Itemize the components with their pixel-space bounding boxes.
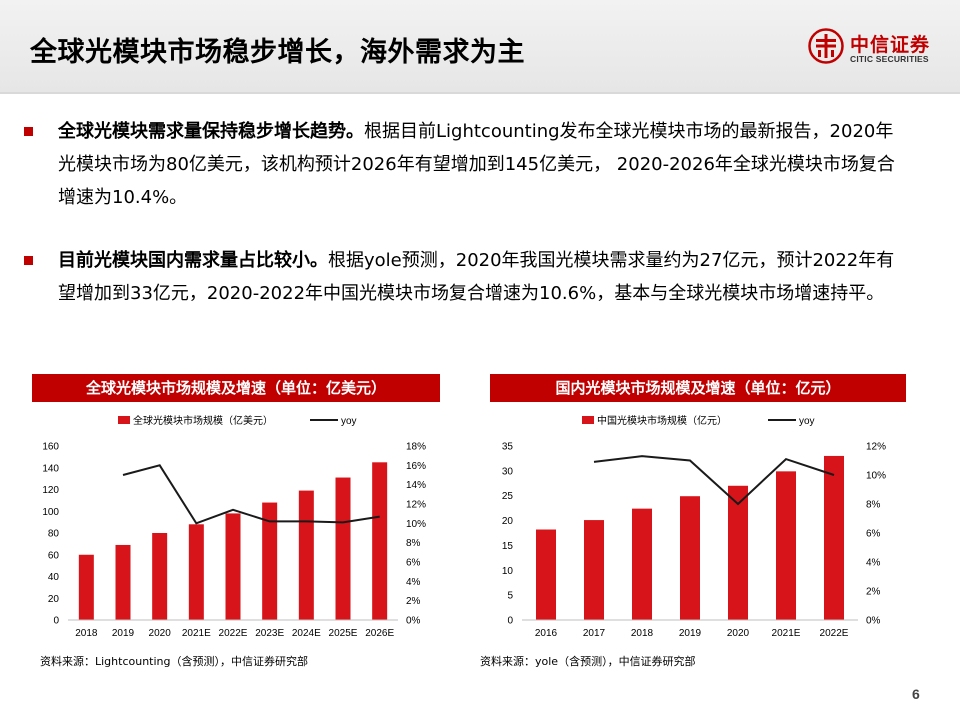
- page-title: 全球光模块市场稳步增长，海外需求为主: [30, 37, 525, 68]
- bar: [115, 544, 131, 620]
- bullet-body: 根据yole预测，2020年我国光模块需求量约为27亿元，预计2022年有望增加…: [58, 250, 895, 304]
- y-right-tick-label: 12%: [866, 442, 886, 453]
- y-right-tick-label: 10%: [406, 519, 426, 530]
- bar: [728, 485, 748, 620]
- citic-logo-icon: [808, 28, 844, 64]
- chart-source-global: 资料来源：Lightcounting（含预测），中信证券研究部: [40, 655, 308, 668]
- chart-title-domestic: 国内光模块市场规模及增速（单位：亿元）: [490, 374, 906, 402]
- y-left-tick-label: 5: [507, 591, 513, 602]
- legend-bar-label: 中国光模块市场规模（亿元）: [597, 414, 727, 427]
- x-tick-label: 2021E: [772, 628, 801, 639]
- yoy-line: [122, 464, 380, 525]
- y-left-tick-label: 140: [42, 463, 59, 474]
- chart-domestic-market: 中国光模块市场规模（亿元） yoy 0 5 10 15 20 25 30 35 0% 2% 4% 6% 8%…: [502, 414, 886, 639]
- bullet-text: 全球光模块需求量保持稳步增长趋势。根据目前Lightcounting发布全球光模…: [58, 115, 908, 214]
- y-left-tick-label: 120: [42, 485, 59, 496]
- x-tick-label: 2024E: [292, 628, 321, 639]
- bar: [824, 455, 844, 620]
- bullet-text: 目前光模块国内需求量占比较小。根据yole预测，2020年我国光模块需求量约为2…: [58, 244, 908, 310]
- x-tick-label: 2021E: [182, 628, 211, 639]
- y-right-tick-label: 10%: [866, 471, 886, 482]
- bar: [584, 520, 604, 620]
- legend-bar-swatch: [118, 416, 130, 424]
- x-tick-label: 2025E: [329, 628, 358, 639]
- x-tick-label: 2023E: [255, 628, 284, 639]
- y-right-tick-label: 6%: [406, 558, 421, 569]
- bullet-marker: [24, 256, 33, 265]
- bar: [536, 529, 556, 620]
- bar: [776, 471, 796, 620]
- page-number: 6: [912, 686, 920, 702]
- chart-title-global: 全球光模块市场规模及增速（单位：亿美元）: [32, 374, 440, 402]
- chart-global-market: 全球光模块市场规模（亿美元） yoy 0 20 40 60 80 100 120 140 160 0%…: [42, 414, 426, 639]
- bar: [632, 508, 652, 620]
- legend-bar-label: 全球光模块市场规模（亿美元）: [133, 414, 273, 427]
- y-right-tick-label: 18%: [406, 442, 426, 453]
- x-tick-label: 2016: [535, 628, 558, 639]
- logo-text-cn: 中信证券: [850, 34, 931, 56]
- bullet-marker: [24, 127, 33, 136]
- y-right-tick-label: 0%: [406, 616, 421, 627]
- y-left-tick-label: 25: [502, 491, 514, 502]
- y-right-tick-label: 2%: [406, 596, 421, 607]
- chart-source-domestic: 资料来源：yole（含预测），中信证券研究部: [480, 655, 696, 668]
- y-left-tick-label: 160: [42, 442, 59, 453]
- bar: [188, 524, 204, 620]
- x-tick-label: 2018: [75, 628, 98, 639]
- y-right-tick-label: 0%: [866, 616, 881, 627]
- y-left-tick-label: 0: [507, 616, 513, 627]
- bar: [335, 477, 351, 620]
- y-right-tick-label: 14%: [406, 480, 426, 491]
- legend-line-label: yoy: [799, 416, 815, 427]
- bullet-heading: 全球光模块需求量保持稳步增长趋势。: [58, 121, 364, 142]
- bar: [262, 502, 278, 620]
- y-left-tick-label: 20: [502, 516, 514, 527]
- y-right-tick-label: 4%: [406, 577, 421, 588]
- bar: [372, 462, 388, 620]
- x-tick-label: 2022E: [219, 628, 248, 639]
- bullet-global: 全球光模块需求量保持稳步增长趋势。根据目前Lightcounting发布全球光模…: [24, 115, 924, 215]
- y-left-tick-label: 10: [502, 566, 514, 577]
- y-right-tick-label: 6%: [866, 529, 881, 540]
- y-left-tick-label: 60: [48, 550, 60, 561]
- y-left-tick-label: 80: [48, 529, 60, 540]
- y-right-tick-label: 8%: [406, 538, 421, 549]
- x-tick-label: 2020: [149, 628, 172, 639]
- header-bar: 全球光模块市场稳步增长，海外需求为主 中信证券 CITIC SECURITIES: [0, 0, 960, 94]
- y-left-tick-label: 40: [48, 572, 60, 583]
- y-left-tick-label: 20: [48, 594, 60, 605]
- legend-line-label: yoy: [341, 416, 357, 427]
- bar: [298, 490, 314, 620]
- y-left-tick-label: 0: [53, 616, 59, 627]
- bullet-body: 根据目前Lightcounting发布全球光模块市场的最新报告，2020年光模块…: [58, 121, 895, 208]
- bar: [78, 554, 94, 620]
- y-left-tick-label: 35: [502, 442, 514, 453]
- logo-text-en: CITIC SECURITIES: [850, 54, 929, 64]
- y-right-tick-label: 16%: [406, 461, 426, 472]
- y-right-tick-label: 12%: [406, 500, 426, 511]
- x-tick-label: 2018: [631, 628, 654, 639]
- y-right-tick-label: 8%: [866, 500, 881, 511]
- x-tick-label: 2017: [583, 628, 606, 639]
- yoy-line: [593, 455, 835, 506]
- x-tick-label: 2022E: [820, 628, 849, 639]
- y-left-tick-label: 30: [502, 466, 514, 477]
- y-right-tick-label: 4%: [866, 558, 881, 569]
- bullet-heading: 目前光模块国内需求量占比较小。: [58, 250, 328, 271]
- bar: [152, 533, 168, 620]
- y-left-tick-label: 15: [502, 541, 514, 552]
- x-tick-label: 2019: [112, 628, 135, 639]
- x-tick-label: 2026E: [365, 628, 394, 639]
- x-tick-label: 2020: [727, 628, 750, 639]
- legend-bar-swatch: [582, 416, 594, 424]
- bar: [225, 513, 241, 620]
- y-left-tick-label: 100: [42, 507, 59, 518]
- x-tick-label: 2019: [679, 628, 702, 639]
- citic-logo: 中信证券 CITIC SECURITIES: [808, 28, 948, 72]
- bar: [680, 496, 700, 620]
- y-right-tick-label: 2%: [866, 587, 881, 598]
- bullet-domestic: 目前光模块国内需求量占比较小。根据yole预测，2020年我国光模块需求量约为2…: [24, 244, 924, 344]
